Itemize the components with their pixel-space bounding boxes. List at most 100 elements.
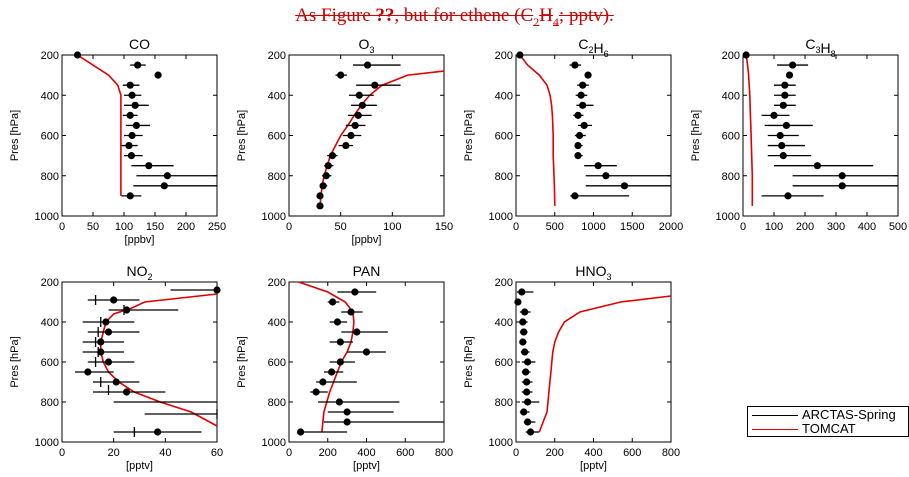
y-tick-label: 1000 [489,211,513,223]
panel-title-subscript: 6 [604,49,609,59]
obs-point [131,101,139,109]
plot-area [73,51,217,200]
obs-point [112,378,120,386]
obs-point [577,91,585,99]
obs-point [779,152,787,160]
obs-point [104,328,113,336]
y-tick-label: 800 [41,397,59,409]
plot-frame [515,54,672,217]
panel-title-subscript: 8 [831,49,836,59]
plot-area [297,281,444,436]
plot-area [516,51,671,206]
panel-title-text: H [821,40,831,56]
obs-point [519,338,527,346]
panel-title-text: C [805,36,815,52]
obs-point [336,358,344,366]
legend-label-observations: ARCTAS-Spring [802,407,896,422]
obs-point [110,296,118,304]
y-tick-label: 800 [495,397,513,409]
title-subscript: 2 [533,14,540,29]
obs-point [351,288,359,296]
obs-point [524,418,532,426]
obs-point [520,328,528,336]
legend-item-observations: ARCTAS-Spring [752,408,909,422]
obs-point [104,358,113,366]
y-tick-label: 600 [722,131,740,143]
obs-point [579,81,587,89]
x-tick-label: 1000 [581,221,605,233]
obs-point [128,131,136,140]
y-tick-label: 600 [268,357,286,369]
panel-title-text: NO [126,263,147,279]
panel-title-subscript: 3 [815,45,820,55]
plot-area [316,61,445,210]
obs-point [355,91,363,99]
x-tick-label: 0 [59,447,65,459]
obs-point [813,162,822,170]
obs-point [145,162,153,170]
obs-point [514,298,522,306]
y-axis-label: Pres [hPa] [9,336,21,387]
obs-point [524,358,532,366]
obs-point [312,388,320,396]
y-tick-label: 800 [268,171,286,183]
obs-point [580,121,588,130]
title-text-part: ; pptv). [558,5,614,26]
y-axis-label: Pres [hPa] [463,110,475,161]
obs-point [526,428,535,436]
obs-point [521,348,529,356]
y-tick-label: 1000 [35,437,59,449]
obs-point [362,348,371,356]
y-tick-label: 600 [268,131,286,143]
y-tick-label: 1000 [35,211,59,223]
x-tick-label: 200 [319,447,337,459]
obs-point [213,286,221,294]
obs-point [322,172,330,180]
obs-point [521,308,529,316]
y-tick-label: 400 [268,90,286,102]
panel-1: O3 0 50 100 150 200 400 600 800 1000 [ppbv] Pres [h… [236,36,453,246]
x-tick-label: 150 [435,221,453,233]
obs-point [776,131,784,140]
obs-point [785,71,794,79]
y-tick-label: 400 [268,317,286,329]
obs-point [163,172,171,180]
obs-point [333,318,342,326]
obs-point [319,378,327,386]
obs-point [297,428,305,436]
obs-point [358,101,366,109]
title-reference: ?? [375,5,395,26]
obs-point [324,162,332,170]
plot-frame [515,281,672,443]
model-line [298,281,355,433]
plot-frame [288,281,445,443]
x-tick-label: 600 [396,447,414,459]
y-axis-label: Pres [hPa] [9,110,21,161]
obs-point [594,162,602,170]
x-tick-label: 250 [208,221,226,233]
obs-point [838,182,846,190]
obs-point [153,428,162,436]
panel-title: O3 [359,36,375,55]
obs-point [781,81,789,89]
obs-point [520,408,528,416]
obs-point [126,81,134,89]
panel-title-subscript: 3 [607,272,612,282]
obs-point [522,368,530,376]
title-subscript: 4 [552,14,559,29]
x-tick-label: 0 [286,447,292,459]
x-tick-label: 0 [740,221,746,233]
obs-point [579,101,587,109]
panel-2: C2H6 0 500 1000 1500 2000 200 400 600 800 1000 Pres… [463,36,683,233]
model-line [745,54,754,206]
y-tick-label: 200 [41,277,59,289]
model-line [538,295,672,433]
panel-title-text: HNO [575,263,606,279]
obs-point [73,51,82,59]
obs-point [328,298,337,306]
y-tick-label: 400 [495,90,513,102]
x-tick-label: 100 [115,221,133,233]
y-tick-label: 200 [268,50,286,62]
plot-area [74,286,221,437]
panel-title: PAN [353,263,381,279]
